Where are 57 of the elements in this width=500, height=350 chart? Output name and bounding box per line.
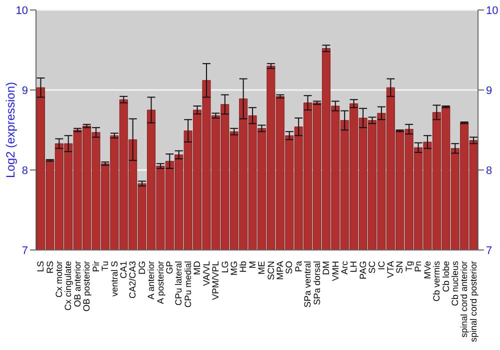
x-tick-label: VPM/VPL — [210, 261, 221, 300]
y2-tick-label: 8 — [486, 164, 492, 177]
x-tick-label: CPu lateral — [174, 261, 184, 306]
x-tick-label: LS — [36, 261, 46, 272]
x-tick-label: MD — [192, 260, 202, 275]
x-tick-label: ventral S — [109, 261, 120, 297]
x-tick-label: MVe — [422, 261, 432, 280]
x-tick-label: DG — [136, 261, 147, 274]
y-tick-label: 7 — [22, 244, 28, 257]
x-tick-label: Pa — [293, 261, 304, 272]
x-tick-label: Tg — [404, 261, 414, 272]
x-tick-label: PAG — [358, 261, 368, 280]
x-tick-label: SN — [394, 261, 405, 274]
x-tick-label: Arc — [339, 260, 350, 274]
x-tick-label: SC — [367, 260, 378, 274]
x-tick-label: Cb nucleus — [450, 260, 460, 306]
x-tick-label: GP — [164, 261, 175, 274]
x-tick-label: Cx motor — [54, 261, 64, 298]
x-tick-label: MPA — [275, 261, 286, 280]
x-tick-label: VMH — [330, 261, 340, 281]
x-tick-label: CPu medial — [182, 261, 193, 308]
x-tick-label: RS — [44, 261, 55, 274]
x-tick-label: LH — [348, 261, 359, 273]
x-tick-label: ME — [256, 261, 267, 274]
x-tick-label: Cx cingulate — [63, 261, 74, 311]
x-tick-label: SO — [284, 261, 294, 274]
x-tick-label: SPa dorsal — [312, 261, 322, 306]
x-tick-label: Pn — [413, 261, 424, 272]
x-tick-label: MG — [228, 261, 239, 276]
x-tick-label: LG — [220, 261, 230, 274]
x-tick-label: IC — [376, 260, 386, 270]
y2-tick-label: 7 — [486, 244, 492, 257]
x-tick-label: VA/VL — [201, 261, 212, 286]
x-tick-label: A anterior — [146, 261, 156, 300]
x-tick-label: M — [247, 261, 258, 268]
x-tick-label: VTA — [386, 261, 396, 278]
x-tick-label: Cb lobe — [440, 261, 451, 292]
y2-tick-label: 10 — [486, 4, 498, 17]
x-tick-label: OB posterior — [82, 261, 92, 312]
x-tick-label: Tu — [100, 261, 110, 272]
x-tick-label: Hb — [238, 261, 248, 273]
y-axis-title: Log2 (expression) — [3, 82, 18, 178]
x-tick-label: Pir — [90, 261, 101, 272]
x-tick-label: A posterior — [155, 261, 166, 304]
x-tick-label: spinal cord anterior — [459, 261, 470, 338]
x-tick-label: CA1 — [118, 261, 128, 279]
x-tick-label: CA2/CA3 — [128, 261, 138, 299]
x-tick-label: SPa ventral — [302, 261, 313, 308]
x-tick-label: DM — [321, 261, 332, 275]
y-tick-label: 10 — [16, 4, 28, 17]
x-tick-label: spinal cord posterior — [468, 261, 478, 342]
y-tick-label: 8 — [22, 164, 28, 177]
x-tick-label: Cb vermis — [432, 260, 442, 302]
x-tick-label: SCN — [266, 261, 276, 280]
y2-tick-label: 9 — [486, 84, 492, 97]
x-tick-label: OB anterior — [72, 261, 82, 308]
y-tick-label: 9 — [22, 84, 28, 97]
